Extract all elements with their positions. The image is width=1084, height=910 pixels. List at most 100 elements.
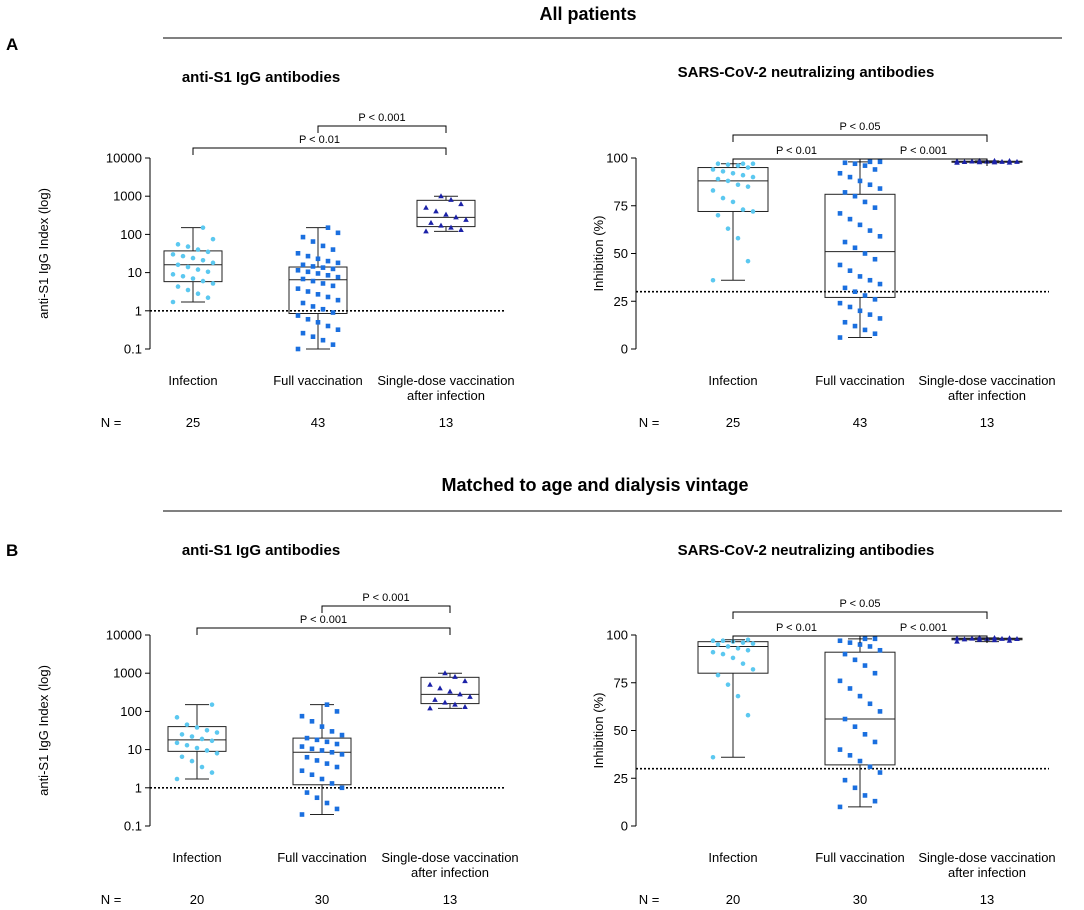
data-point xyxy=(710,754,716,760)
data-point xyxy=(862,732,868,737)
data-point xyxy=(300,276,306,282)
chart-a-left: anti-S1 IgG antibodies anti-S1 IgG Index … xyxy=(36,69,515,430)
data-point xyxy=(735,182,741,188)
points-single_dose xyxy=(423,193,469,234)
data-point xyxy=(458,201,464,207)
data-point xyxy=(852,193,858,199)
data-point xyxy=(837,262,843,268)
data-point xyxy=(847,268,853,273)
comparison-bracket: P < 0.001 xyxy=(859,145,988,166)
bracket-line xyxy=(732,611,988,619)
data-point xyxy=(467,693,473,699)
data-point xyxy=(185,287,191,293)
comparison-bracket: P < 0.01 xyxy=(192,134,447,155)
data-point xyxy=(330,266,336,272)
p-value-label: P < 0.001 xyxy=(362,592,409,604)
bracket-line xyxy=(192,147,447,155)
data-point xyxy=(329,749,335,755)
data-point xyxy=(204,748,210,753)
data-point xyxy=(750,667,756,672)
data-point xyxy=(190,276,196,281)
bracket-line xyxy=(859,635,988,643)
data-point xyxy=(872,297,878,302)
n-value: 25 xyxy=(726,415,740,430)
data-point xyxy=(745,637,751,643)
box-infection xyxy=(697,163,769,281)
n-value: 13 xyxy=(439,415,453,430)
data-point xyxy=(730,199,736,205)
data-point xyxy=(872,167,878,172)
data-point xyxy=(867,159,873,165)
category-label: Single-dose vaccination xyxy=(918,850,1055,865)
data-point xyxy=(852,161,858,167)
chart-b-right: SARS-CoV-2 neutralizing antibodies Inhibi… xyxy=(591,542,1056,907)
data-point xyxy=(750,174,756,180)
data-point xyxy=(325,258,331,264)
y-tick-label: 1000 xyxy=(113,666,142,681)
chart-title: anti-S1 IgG antibodies xyxy=(182,542,340,559)
data-point xyxy=(315,292,321,297)
data-point xyxy=(305,289,311,294)
data-point xyxy=(740,161,746,167)
data-point xyxy=(857,308,863,314)
data-point xyxy=(314,795,320,801)
data-point xyxy=(961,636,968,642)
data-point xyxy=(304,790,310,795)
data-point xyxy=(309,746,315,752)
data-point xyxy=(852,785,858,791)
p-value-label: P < 0.001 xyxy=(900,622,947,634)
data-point xyxy=(857,693,863,699)
data-point xyxy=(324,800,330,806)
data-point xyxy=(295,251,301,256)
data-point xyxy=(325,323,331,329)
data-point xyxy=(205,249,211,255)
category-label: Infection xyxy=(172,850,221,865)
box-full_vaccination xyxy=(824,638,896,808)
data-point xyxy=(180,274,186,279)
data-point xyxy=(720,638,726,644)
data-point xyxy=(750,209,756,214)
data-point xyxy=(725,644,731,649)
p-value-label: P < 0.01 xyxy=(776,622,817,634)
data-point xyxy=(857,178,863,184)
data-point xyxy=(852,289,858,294)
data-point xyxy=(295,267,301,273)
box-iqr xyxy=(824,651,896,766)
y-tick-label: 0 xyxy=(621,819,628,834)
data-point xyxy=(300,234,306,240)
p-value-label: P < 0.05 xyxy=(839,121,880,133)
data-point xyxy=(195,247,201,252)
data-point xyxy=(710,167,716,172)
data-point xyxy=(428,219,434,225)
data-point xyxy=(969,635,975,641)
comparison-bracket: P < 0.001 xyxy=(317,112,447,133)
data-point xyxy=(877,770,883,775)
data-point xyxy=(720,169,726,174)
data-point xyxy=(438,222,444,228)
y-tick-label: 0 xyxy=(621,342,628,357)
data-point xyxy=(710,277,716,283)
data-point xyxy=(310,278,316,284)
data-point xyxy=(175,284,181,289)
data-point xyxy=(837,170,843,176)
n-label: N = xyxy=(639,415,660,430)
data-point xyxy=(214,730,220,735)
data-point xyxy=(730,655,736,661)
data-point xyxy=(872,636,878,642)
category-label: after infection xyxy=(948,865,1026,880)
data-point xyxy=(324,739,330,745)
category-label: Infection xyxy=(168,373,217,388)
y-axis-label: Inhibition (%) xyxy=(591,216,606,292)
data-point xyxy=(740,207,746,212)
data-point xyxy=(991,157,998,163)
points-single_dose xyxy=(954,634,1020,644)
data-point xyxy=(462,704,468,710)
data-point xyxy=(310,334,316,339)
data-point xyxy=(715,672,721,678)
data-point xyxy=(174,776,180,782)
points-full_vaccination xyxy=(295,225,341,352)
data-point xyxy=(867,277,873,283)
y-tick-label: 50 xyxy=(614,723,628,738)
n-label: N = xyxy=(101,415,122,430)
